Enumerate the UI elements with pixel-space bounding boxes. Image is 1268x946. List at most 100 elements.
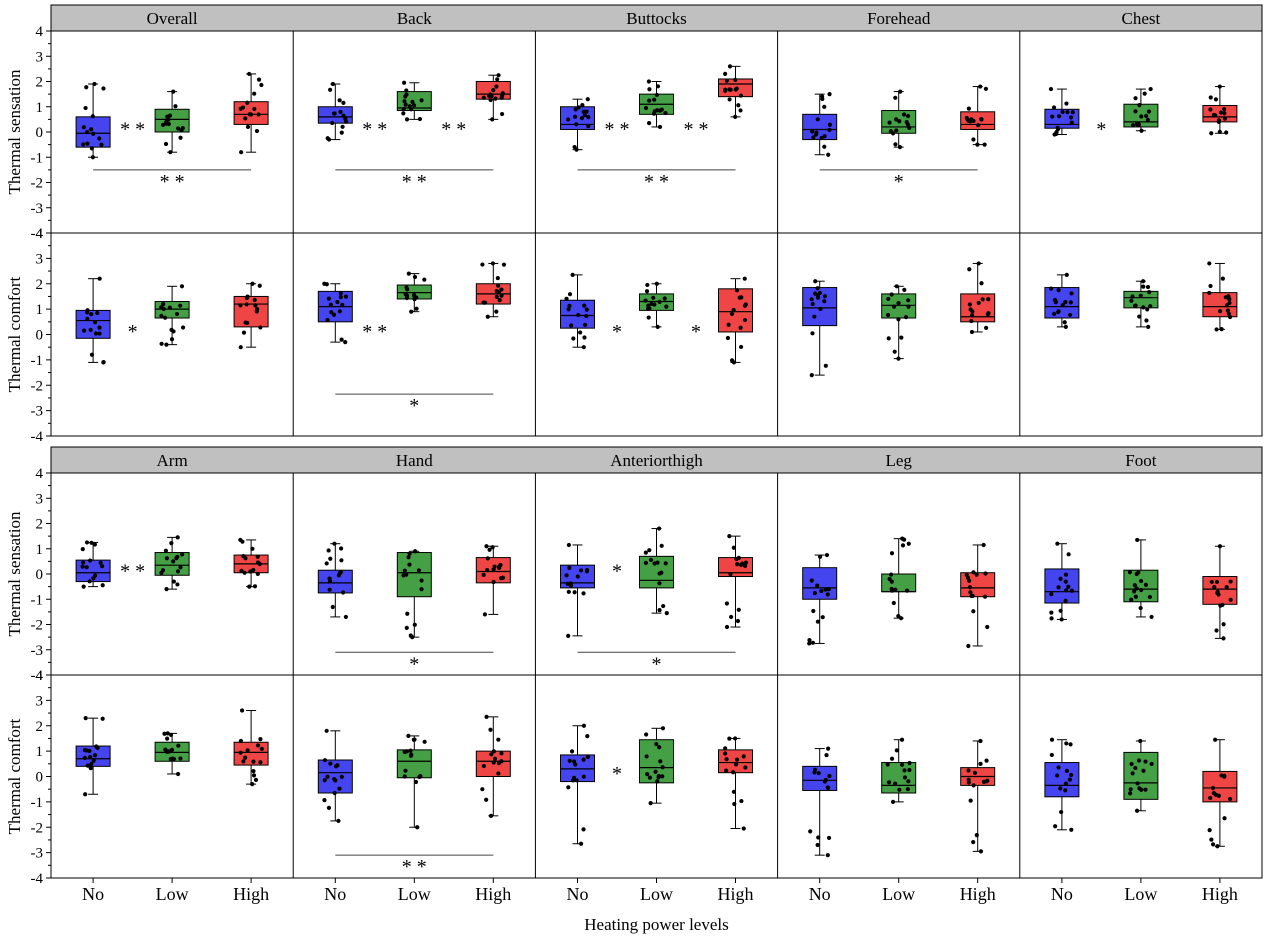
data-point [1136, 758, 1142, 763]
y-tick-label: -1 [31, 150, 44, 166]
data-point [88, 327, 93, 332]
data-point [1129, 761, 1134, 767]
data-point [894, 284, 899, 289]
data-point [252, 91, 257, 96]
data-point [566, 542, 572, 548]
data-point [80, 546, 85, 552]
significance-marker: * [894, 171, 904, 193]
data-point [971, 783, 976, 788]
data-point [902, 537, 907, 542]
data-point [978, 738, 983, 744]
data-point [97, 325, 102, 330]
y-tick-label: -1 [31, 353, 44, 369]
data-point [244, 302, 249, 307]
data-point [657, 745, 662, 750]
data-point [1222, 773, 1227, 779]
data-point [337, 98, 342, 103]
data-point [889, 572, 894, 577]
data-point [658, 759, 663, 764]
data-point [1048, 286, 1054, 291]
data-point [734, 556, 739, 562]
data-point [404, 625, 409, 630]
data-point [1224, 130, 1229, 135]
x-tick-label: High [718, 884, 754, 904]
data-point [584, 313, 589, 319]
data-point [1128, 791, 1133, 796]
data-point [1227, 300, 1232, 306]
box-low [881, 573, 917, 593]
data-point [492, 756, 498, 761]
x-tick-label: High [233, 884, 269, 904]
data-point [408, 633, 413, 638]
data-point [1145, 117, 1150, 122]
data-point [171, 89, 176, 94]
data-point [897, 119, 902, 124]
data-point [414, 306, 419, 311]
data-point [1145, 307, 1150, 312]
data-point [1130, 771, 1135, 776]
data-point [573, 114, 578, 119]
data-point [966, 106, 971, 111]
data-point [812, 591, 817, 596]
data-point [907, 125, 912, 130]
data-point [659, 107, 664, 112]
data-point [902, 768, 907, 773]
data-point [83, 792, 88, 797]
data-point [85, 129, 90, 135]
data-point [1051, 105, 1057, 110]
data-point [656, 526, 662, 531]
data-point [664, 611, 669, 616]
y-tick-label: -3 [31, 404, 44, 420]
data-point [975, 142, 980, 147]
y-axis-label: Thermal sensation [5, 511, 24, 637]
box-no [560, 754, 595, 783]
data-point [92, 753, 98, 758]
data-point [253, 303, 258, 308]
data-point [89, 352, 95, 357]
data-point [723, 87, 728, 92]
box-no [1044, 762, 1080, 798]
data-point [239, 568, 244, 573]
data-point [897, 787, 902, 792]
data-point [500, 93, 505, 98]
data-point [407, 551, 412, 556]
data-point [492, 564, 497, 569]
data-point [564, 296, 569, 301]
data-point [87, 748, 92, 754]
data-point [812, 314, 817, 319]
y-tick-label: 1 [36, 744, 44, 760]
data-point [1130, 122, 1136, 128]
data-point [496, 73, 501, 78]
data-point [488, 727, 493, 732]
data-point [1213, 737, 1218, 742]
data-point [812, 770, 817, 775]
data-point [731, 770, 736, 775]
chart-text: Overall Back Buttocks Forehead Chest -4 -3 -2 -1… [5, 9, 1238, 934]
data-point [1064, 588, 1069, 593]
data-point [1147, 290, 1152, 295]
data-point [585, 97, 590, 102]
data-point [343, 340, 348, 345]
data-point [1217, 84, 1222, 89]
data-point [326, 296, 331, 301]
data-point [1048, 86, 1054, 92]
y-tick-label: 3 [36, 49, 44, 65]
data-point [822, 134, 827, 139]
data-point [1215, 844, 1220, 849]
x-tick-label: No [809, 884, 831, 904]
data-point [906, 541, 911, 546]
data-point [404, 749, 410, 754]
data-point [171, 559, 176, 564]
data-point [964, 115, 969, 121]
x-tick-label: Low [640, 884, 673, 904]
data-point [971, 609, 976, 614]
data-point [175, 569, 181, 574]
significance-marker: * [128, 321, 138, 343]
data-point [815, 842, 820, 848]
data-point [1134, 808, 1140, 813]
data-point [581, 591, 586, 596]
data-point [247, 112, 252, 117]
data-point [653, 769, 658, 774]
data-point [175, 582, 180, 587]
data-point [484, 797, 489, 802]
